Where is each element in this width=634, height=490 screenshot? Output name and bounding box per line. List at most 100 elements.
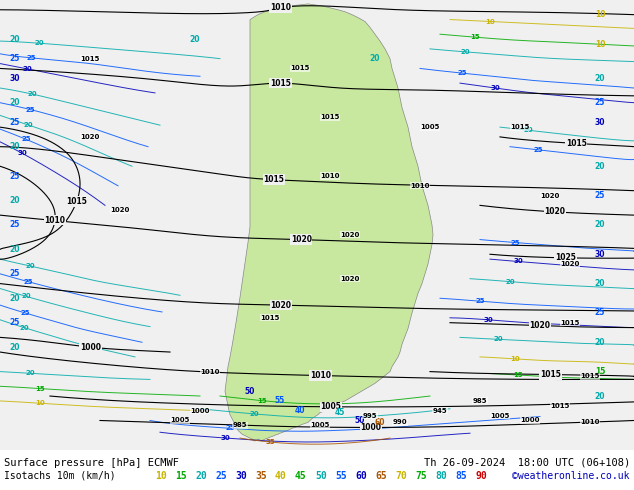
Text: 1015: 1015 bbox=[510, 124, 529, 130]
Text: 25: 25 bbox=[10, 270, 20, 278]
Text: 50: 50 bbox=[245, 387, 256, 395]
Text: 1020: 1020 bbox=[81, 134, 100, 140]
Text: 1015: 1015 bbox=[290, 66, 309, 72]
Text: 1015: 1015 bbox=[566, 139, 586, 148]
Text: ©weatheronline.co.uk: ©weatheronline.co.uk bbox=[512, 471, 630, 481]
Text: 20: 20 bbox=[34, 40, 44, 46]
Text: 1000: 1000 bbox=[80, 343, 101, 352]
Text: 990: 990 bbox=[392, 419, 407, 425]
Text: 20: 20 bbox=[10, 35, 20, 44]
Text: 75: 75 bbox=[415, 471, 427, 481]
Text: 1020: 1020 bbox=[540, 193, 560, 198]
Text: 30: 30 bbox=[595, 118, 605, 127]
Text: 30: 30 bbox=[490, 85, 500, 91]
Text: 30: 30 bbox=[595, 250, 605, 259]
Text: 25: 25 bbox=[26, 55, 36, 61]
Text: 55: 55 bbox=[335, 471, 347, 481]
Text: 25: 25 bbox=[215, 471, 227, 481]
Text: 30: 30 bbox=[513, 259, 523, 265]
Text: 20: 20 bbox=[460, 49, 470, 55]
Text: 1015: 1015 bbox=[540, 370, 561, 379]
Text: 10: 10 bbox=[485, 19, 495, 25]
Text: 25: 25 bbox=[476, 298, 485, 304]
Text: 20: 20 bbox=[22, 294, 31, 299]
Text: Isotachs 10m (km/h): Isotachs 10m (km/h) bbox=[4, 471, 122, 481]
Text: 45: 45 bbox=[295, 471, 307, 481]
Text: 25: 25 bbox=[26, 107, 36, 113]
Text: 20: 20 bbox=[10, 196, 20, 205]
Text: 15: 15 bbox=[175, 471, 187, 481]
Text: 35: 35 bbox=[255, 471, 267, 481]
Text: 40: 40 bbox=[295, 406, 305, 415]
Text: 20: 20 bbox=[10, 142, 20, 151]
Text: 50: 50 bbox=[315, 471, 327, 481]
Text: 1000: 1000 bbox=[521, 417, 540, 423]
Text: 25: 25 bbox=[20, 310, 30, 316]
Text: 10: 10 bbox=[155, 471, 167, 481]
Text: 985: 985 bbox=[473, 398, 488, 404]
Text: 80: 80 bbox=[435, 471, 447, 481]
Text: 55: 55 bbox=[275, 396, 285, 405]
Polygon shape bbox=[225, 4, 433, 441]
Text: 25: 25 bbox=[10, 54, 20, 63]
Text: 25: 25 bbox=[226, 425, 235, 431]
Text: 1015: 1015 bbox=[81, 56, 100, 62]
Text: 1015: 1015 bbox=[261, 315, 280, 321]
Text: 25: 25 bbox=[10, 172, 20, 180]
Text: 1005: 1005 bbox=[171, 417, 190, 423]
Text: 25: 25 bbox=[23, 279, 33, 285]
Text: 1020: 1020 bbox=[340, 276, 359, 282]
Text: 15: 15 bbox=[36, 386, 45, 392]
Text: 15: 15 bbox=[513, 372, 522, 378]
Text: 20: 20 bbox=[10, 245, 20, 254]
Text: 20: 20 bbox=[27, 91, 37, 97]
Text: 50: 50 bbox=[355, 416, 365, 425]
Text: 20: 20 bbox=[10, 294, 20, 303]
Text: 30: 30 bbox=[483, 317, 493, 323]
Text: 15: 15 bbox=[470, 34, 480, 40]
Text: 65: 65 bbox=[375, 471, 387, 481]
Text: 20: 20 bbox=[190, 35, 200, 44]
Text: 35: 35 bbox=[265, 439, 275, 445]
Text: 30: 30 bbox=[10, 74, 20, 83]
Text: 20: 20 bbox=[19, 324, 29, 331]
Text: 1015: 1015 bbox=[580, 373, 600, 379]
Text: 20: 20 bbox=[595, 162, 605, 171]
Text: 20: 20 bbox=[10, 98, 20, 107]
Text: 1015: 1015 bbox=[320, 114, 340, 121]
Text: 20: 20 bbox=[25, 263, 35, 269]
Text: Surface pressure [hPa] ECMWF: Surface pressure [hPa] ECMWF bbox=[4, 458, 179, 468]
Text: 20: 20 bbox=[595, 220, 605, 229]
Text: 1025: 1025 bbox=[555, 253, 576, 262]
Text: 90: 90 bbox=[475, 471, 487, 481]
Text: 20: 20 bbox=[250, 411, 259, 417]
Text: 25: 25 bbox=[10, 220, 20, 229]
Text: 15: 15 bbox=[595, 367, 605, 376]
Text: 15: 15 bbox=[257, 398, 267, 404]
Text: 25: 25 bbox=[595, 191, 605, 200]
Text: 30: 30 bbox=[23, 66, 32, 72]
Text: 1010: 1010 bbox=[270, 3, 291, 12]
Text: 1015: 1015 bbox=[560, 319, 579, 326]
Text: 20: 20 bbox=[595, 338, 605, 347]
Text: 1005: 1005 bbox=[310, 422, 330, 428]
Text: 30: 30 bbox=[221, 435, 230, 441]
Text: 25: 25 bbox=[458, 70, 467, 76]
Text: 1015: 1015 bbox=[264, 175, 284, 184]
Text: 1015: 1015 bbox=[550, 403, 570, 409]
Text: 1005: 1005 bbox=[490, 413, 510, 418]
Text: 995: 995 bbox=[363, 413, 377, 418]
Text: 60: 60 bbox=[355, 471, 366, 481]
Text: 20: 20 bbox=[10, 343, 20, 352]
Text: 25: 25 bbox=[21, 136, 30, 142]
Text: 30: 30 bbox=[18, 150, 27, 156]
Text: 1015: 1015 bbox=[66, 197, 87, 206]
Text: 30: 30 bbox=[235, 471, 247, 481]
Text: 20: 20 bbox=[25, 370, 35, 376]
Text: 1005: 1005 bbox=[321, 402, 342, 411]
Text: 985: 985 bbox=[233, 422, 247, 428]
Text: 25: 25 bbox=[510, 240, 520, 245]
Text: 20: 20 bbox=[505, 279, 515, 285]
Text: 20: 20 bbox=[595, 279, 605, 288]
Text: 1020: 1020 bbox=[271, 301, 292, 310]
